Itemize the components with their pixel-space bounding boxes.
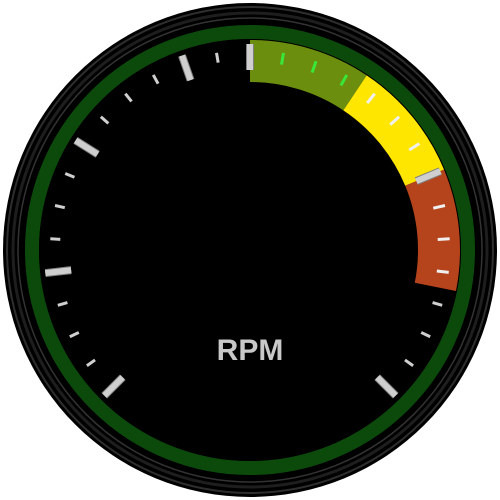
minor-tick [420,331,431,339]
major-tick [310,60,318,74]
minor-tick [389,115,401,126]
major-tick [436,269,449,274]
zone-green [250,40,367,111]
major-tick [102,375,125,398]
major-tick [44,267,72,277]
minor-tick [366,92,376,104]
minor-tick [404,358,414,367]
gauge-ticks [44,44,450,399]
gauge-face [39,39,461,461]
gauge-green-ring [25,25,475,475]
gauge-bezel-ring-3 [17,17,483,483]
minor-tick [99,115,110,125]
zone-red [405,169,460,291]
gauge-bezel-ring-2 [11,11,489,489]
minor-tick [64,172,76,179]
major-tick [408,142,421,152]
minor-tick [151,74,160,85]
minor-tick [69,331,80,339]
minor-tick [280,52,285,65]
major-tick [73,137,100,157]
minor-tick [57,301,68,307]
minor-tick [86,358,96,367]
minor-tick [50,237,61,241]
major-tick [179,54,194,82]
minor-tick [432,204,446,210]
minor-tick [215,52,220,63]
major-tick [415,168,442,184]
gauge-label: RPM [217,334,284,367]
minor-tick [437,237,450,241]
major-tick [375,375,398,398]
minor-tick [339,74,349,87]
minor-tick [432,301,443,307]
gauge-bezel-ring-1 [6,6,494,494]
minor-tick [54,204,66,210]
minor-tick [124,92,133,103]
